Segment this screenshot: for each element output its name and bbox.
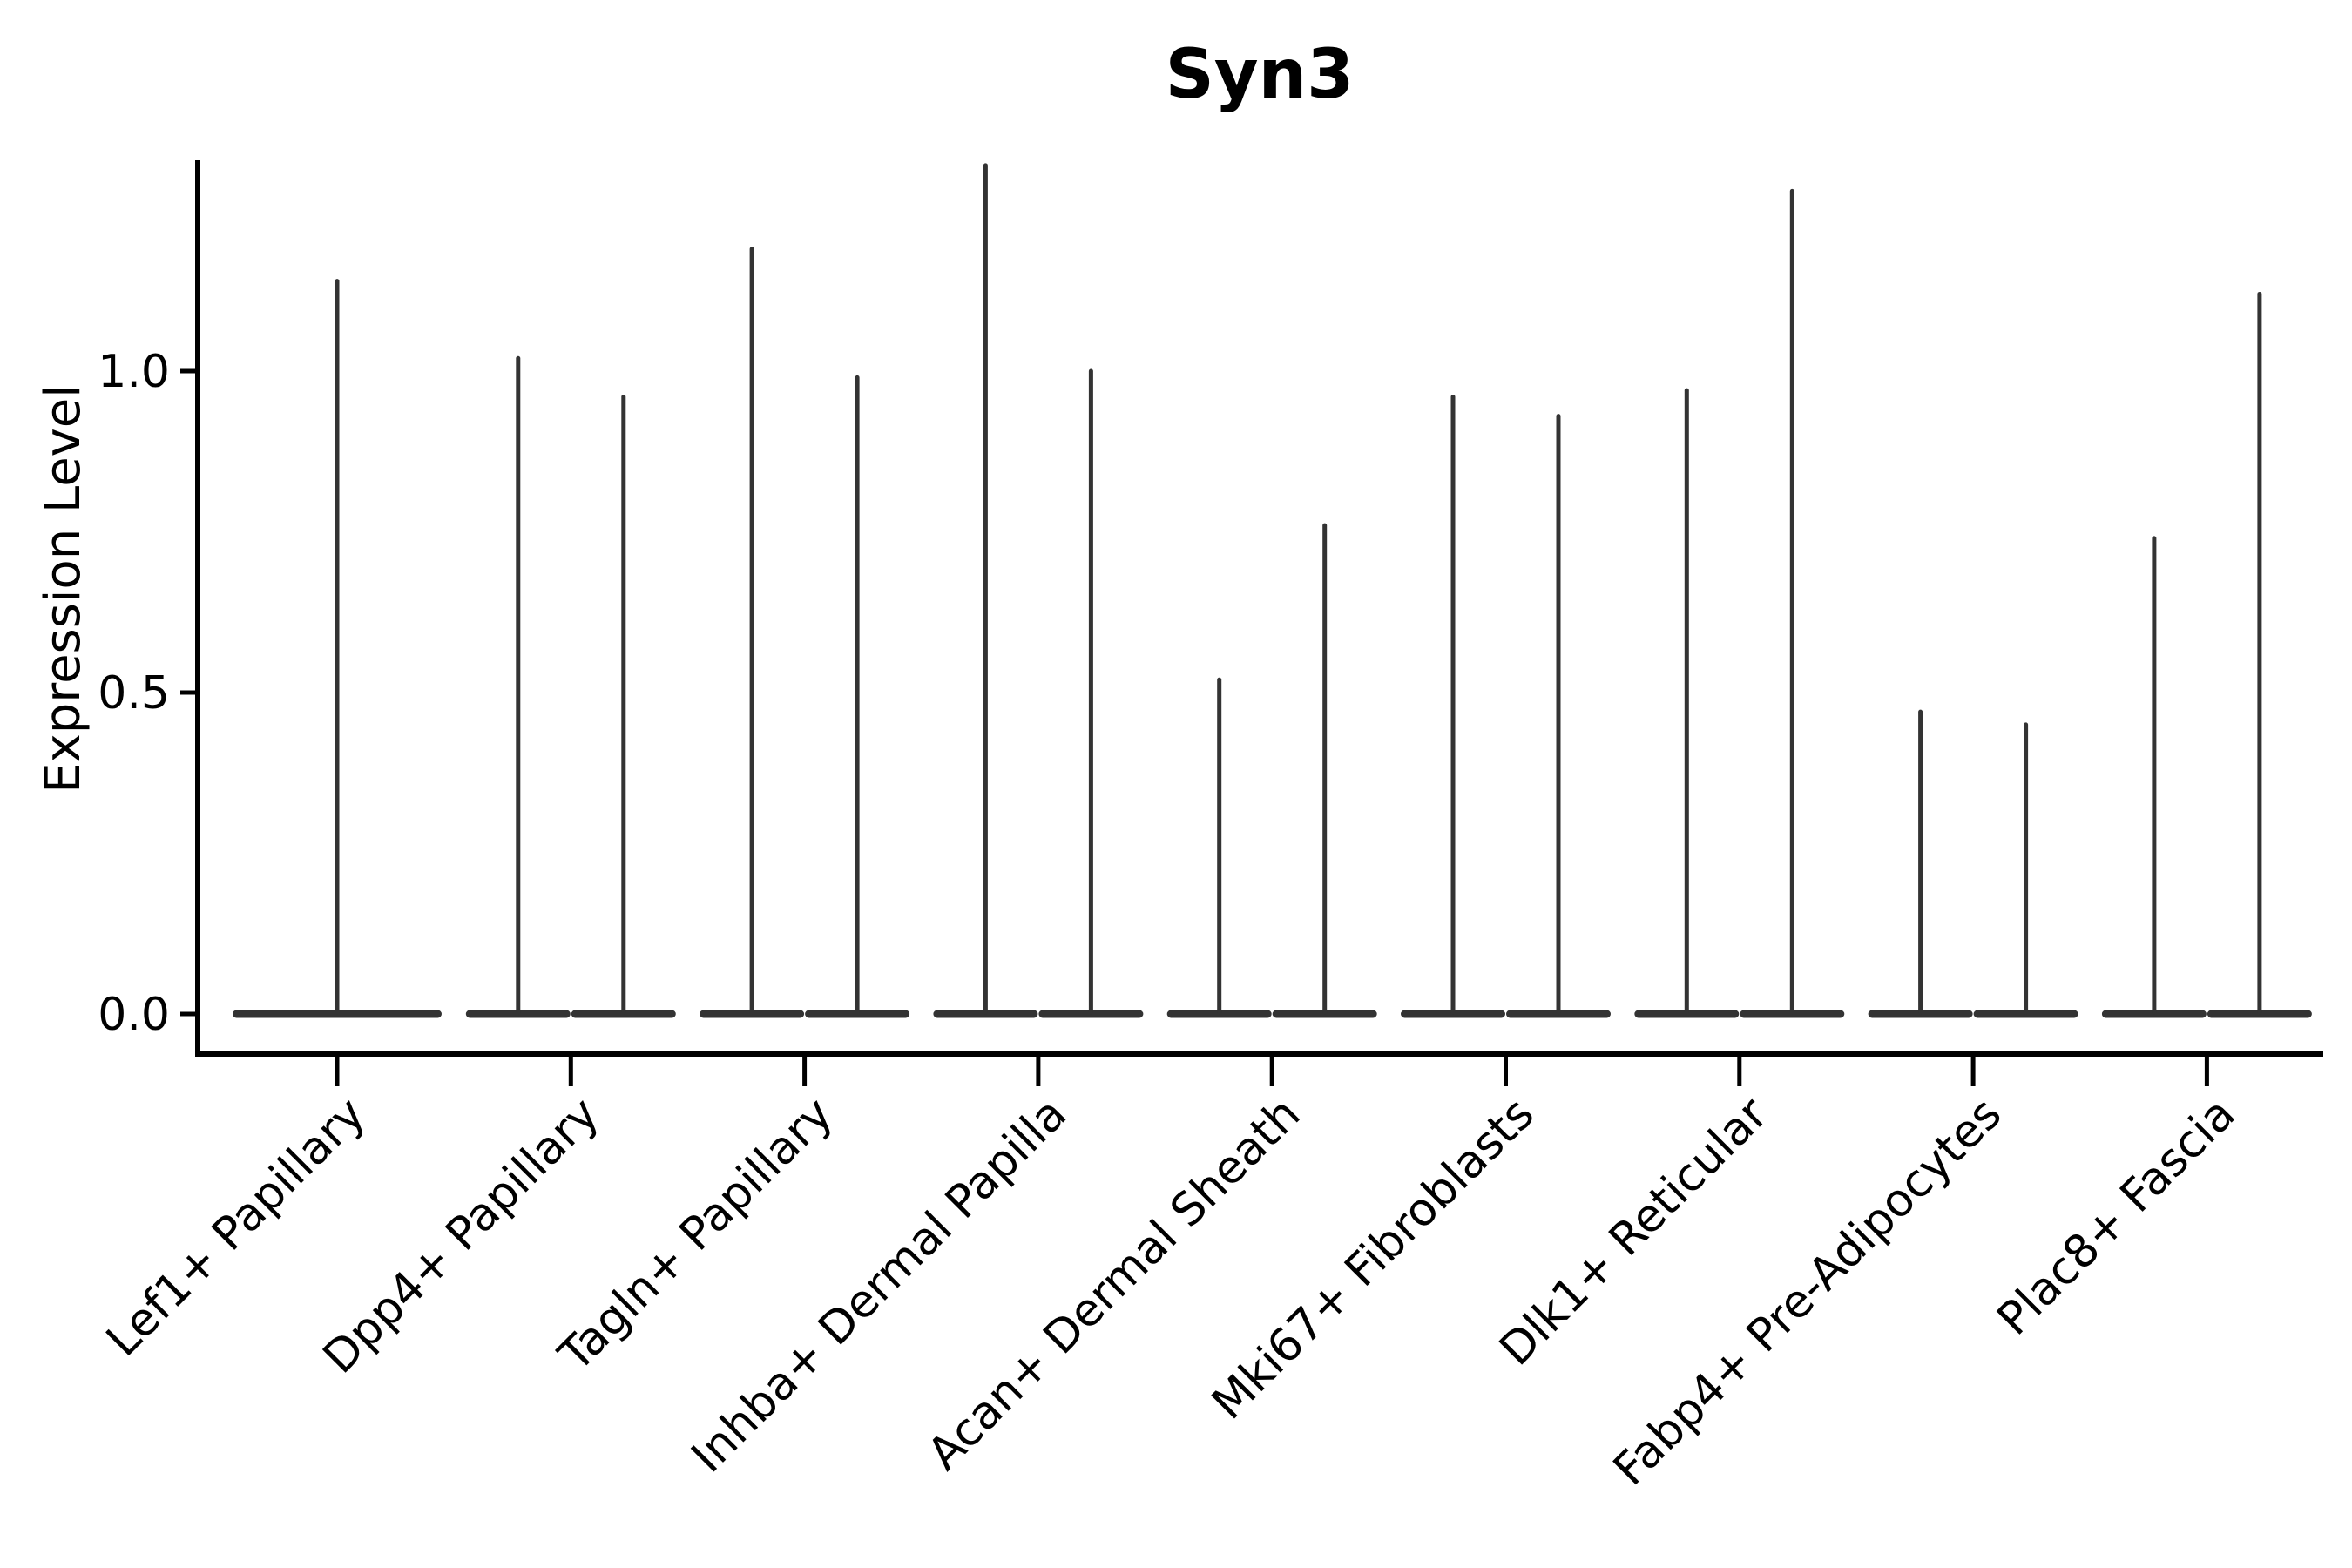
x-tick-label: Fabp4+ Pre-Adipocytes xyxy=(1604,1088,2011,1496)
axis-spines xyxy=(195,160,2323,1057)
violin-series xyxy=(233,163,2312,1018)
y-tick-label: 0.0 xyxy=(98,989,170,1041)
y-tick-label: 1.0 xyxy=(98,346,170,398)
violin-group xyxy=(1634,188,1845,1018)
x-tick-label: Plac8+ Fascia xyxy=(1988,1088,2246,1346)
violin-group xyxy=(700,247,910,1018)
x-tick-label: Lef1+ Papillary xyxy=(97,1088,375,1367)
x-tick-label: Acan+ Dermal Sheath xyxy=(918,1088,1311,1481)
violin-group xyxy=(933,163,1144,1018)
violin-group xyxy=(1166,523,1377,1018)
violin-group xyxy=(1401,395,1611,1018)
violin-group xyxy=(1868,709,2078,1018)
violin-group xyxy=(465,355,676,1018)
x-tick-label: Inhba+ Dermal Papilla xyxy=(682,1088,1077,1483)
violin-group xyxy=(2101,291,2312,1018)
y-axis-label: Expression Level xyxy=(35,384,91,794)
plot-title: Syn3 xyxy=(1166,36,1355,114)
y-axis: 0.0 0.5 1.0 xyxy=(98,346,198,1041)
violin-group xyxy=(233,279,442,1018)
y-tick-label: 0.5 xyxy=(98,667,170,720)
